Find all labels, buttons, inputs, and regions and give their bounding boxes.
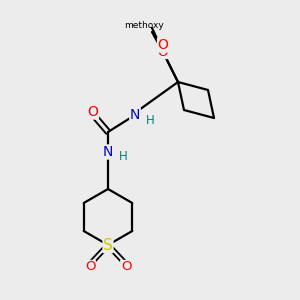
Text: methoxy: methoxy (124, 20, 164, 29)
Text: O: O (158, 38, 168, 52)
Text: N: N (103, 145, 113, 159)
Text: H: H (146, 113, 154, 127)
Text: H: H (118, 149, 127, 163)
Text: O: O (88, 105, 98, 119)
Text: N: N (130, 108, 140, 122)
Text: O: O (121, 260, 131, 274)
Text: O: O (158, 46, 168, 59)
Text: S: S (103, 238, 113, 253)
Text: O: O (85, 260, 95, 274)
